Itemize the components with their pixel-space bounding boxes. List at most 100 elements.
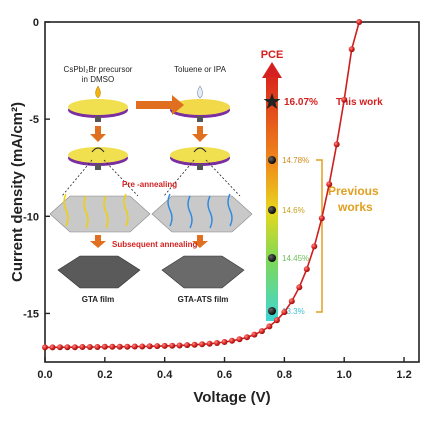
data-point <box>146 343 153 350</box>
fabrication-schematic: CsPbI₂Br precursor in DMSO Toluene or IP… <box>49 65 253 304</box>
y-axis-ticks: 0 -5 -10 -15 <box>23 17 50 320</box>
previous-work-value: 14.45% <box>282 254 309 263</box>
this-work-label: This work <box>336 97 383 108</box>
data-point <box>71 344 78 351</box>
down-arrow-icon <box>90 235 106 248</box>
data-point <box>281 309 288 316</box>
previous-work-point <box>268 206 276 214</box>
data-point <box>131 343 138 350</box>
film-3 <box>68 147 128 163</box>
y-tick-label: 0 <box>33 17 39 29</box>
pce-comparison: PCE 16.07% This work 14.78% 14.6% 14.45%… <box>261 49 383 321</box>
data-point <box>154 343 161 350</box>
this-work-value: 16.07% <box>284 97 318 108</box>
gta-ats-film-3d <box>161 255 245 289</box>
antisolvent-droplet-icon <box>197 85 203 99</box>
blue-solvent-wisps <box>167 193 233 229</box>
precursor-label: CsPbI₂Br precursor <box>64 65 133 74</box>
data-point <box>64 344 71 351</box>
solvent-label: in DMSO <box>82 75 114 84</box>
process-arrow-right-icon <box>136 95 184 115</box>
data-point <box>229 337 235 344</box>
gta-film-zoom <box>49 195 151 233</box>
data-point <box>341 96 348 103</box>
x-axis-ticks: 0.0 0.2 0.4 0.6 0.8 1.0 1.2 <box>37 357 412 381</box>
previous-work-value: 14.6% <box>282 206 305 215</box>
x-tick-label: 1.0 <box>337 369 352 381</box>
data-point <box>116 343 123 350</box>
y-tick-label: -5 <box>29 114 39 126</box>
data-point <box>176 342 183 349</box>
data-point <box>288 298 295 305</box>
y-axis-title: Current density (mA/cm²) <box>9 102 26 282</box>
data-point <box>184 342 191 349</box>
x-tick-label: 0.0 <box>37 369 52 381</box>
y-tick-label: -15 <box>23 308 39 320</box>
data-point <box>206 340 213 347</box>
data-point <box>139 343 146 350</box>
data-point <box>169 342 176 349</box>
down-arrow-icon <box>192 235 208 248</box>
data-point <box>273 317 280 324</box>
x-tick-label: 1.2 <box>396 369 411 381</box>
previous-work-point <box>268 307 276 315</box>
x-tick-label: 0.6 <box>217 369 232 381</box>
spin-chuck-4 <box>197 164 203 170</box>
gta-ats-film-label: GTA-ATS film <box>178 295 229 304</box>
data-point <box>49 344 56 351</box>
data-point <box>86 344 93 350</box>
data-point <box>296 284 303 291</box>
this-work-star-icon <box>263 93 281 109</box>
data-point <box>244 334 250 341</box>
down-arrow-icon <box>90 126 106 142</box>
previous-works-label-line2: works <box>337 200 373 214</box>
data-point <box>94 344 101 350</box>
precursor-film-1 <box>68 99 128 115</box>
data-point <box>236 336 243 343</box>
precursor-film-2 <box>170 99 230 115</box>
antisolvent-label: Toluene or IPA <box>174 65 227 74</box>
data-point <box>311 243 318 250</box>
data-point <box>79 344 86 350</box>
x-tick-label: 0.8 <box>277 369 292 381</box>
previous-work-value: 14.78% <box>282 156 309 165</box>
data-point <box>333 141 340 148</box>
pce-gradient-bar <box>266 77 278 321</box>
data-point <box>101 343 108 350</box>
data-point <box>326 181 333 188</box>
x-axis-title: Voltage (V) <box>193 389 270 406</box>
previous-work-point <box>268 156 276 164</box>
data-point <box>251 331 258 338</box>
data-point <box>356 19 363 25</box>
spin-chuck-1 <box>95 116 101 122</box>
data-point <box>42 344 48 351</box>
subsequent-annealing-label: Subsequent annealing <box>112 240 197 249</box>
y-tick-label: -10 <box>23 211 39 223</box>
data-point <box>318 215 325 222</box>
previous-works-bracket <box>316 159 323 313</box>
previous-work-point <box>268 254 276 262</box>
pce-arrow-head-icon <box>262 62 282 78</box>
previous-works-label-line1: Previous <box>328 184 379 198</box>
yellow-solvent-wisps <box>63 193 129 229</box>
down-arrow-icon <box>192 126 208 142</box>
zoom-circle-icon <box>193 147 207 153</box>
pre-annealing-label: Pre -annealing <box>122 180 177 189</box>
data-point <box>161 342 168 349</box>
precursor-droplet-icon <box>95 85 101 99</box>
data-point <box>124 343 131 350</box>
data-point <box>266 323 273 330</box>
data-point <box>221 339 228 345</box>
data-point <box>109 343 116 350</box>
gta-ats-film-zoom <box>151 195 253 233</box>
data-point <box>191 341 198 348</box>
plot-frame <box>44 21 420 363</box>
data-point <box>199 341 206 348</box>
data-point <box>303 266 310 273</box>
zoom-circle-icon <box>91 147 105 153</box>
jv-series <box>42 19 363 351</box>
data-point <box>214 340 220 346</box>
spin-chuck-2 <box>197 116 203 122</box>
spin-chuck-3 <box>95 164 101 170</box>
